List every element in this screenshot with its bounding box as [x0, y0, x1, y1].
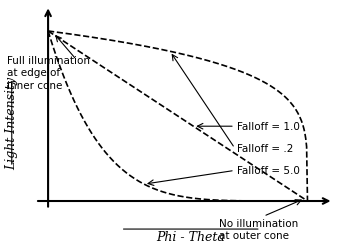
Text: No illumination
at outer cone: No illumination at outer cone	[219, 218, 299, 240]
Text: Full illumination
at edge of
inner cone: Full illumination at edge of inner cone	[6, 56, 89, 90]
Text: Falloff = .2: Falloff = .2	[237, 144, 294, 154]
Text: Phi - Theta: Phi - Theta	[156, 230, 225, 243]
Text: Light Intensity: Light Intensity	[5, 77, 18, 170]
Text: Falloff = 5.0: Falloff = 5.0	[237, 166, 300, 176]
Text: Falloff = 1.0: Falloff = 1.0	[237, 122, 300, 132]
